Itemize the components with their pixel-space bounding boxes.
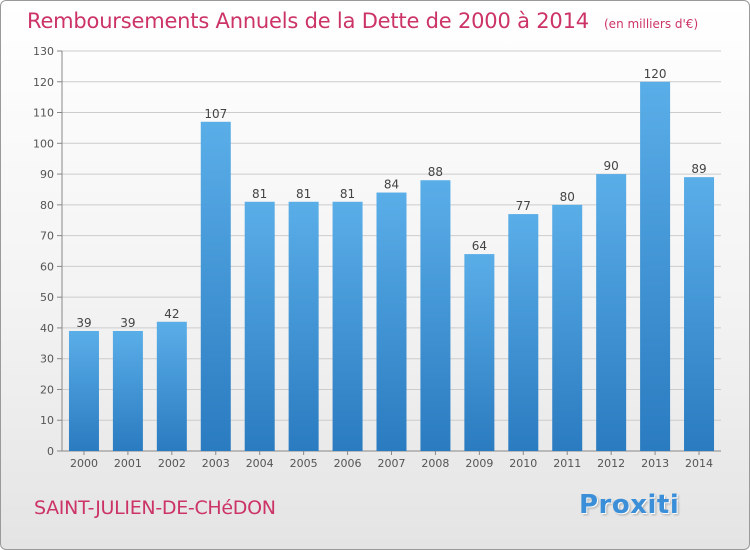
- data-label: 84: [384, 178, 399, 192]
- x-tick-label: 2000: [70, 457, 98, 470]
- y-tick-label: 10: [40, 414, 54, 427]
- y-tick-label: 40: [40, 322, 54, 335]
- bar: [200, 121, 231, 452]
- brand-logo: Proxiti: [579, 490, 680, 520]
- data-label: 39: [120, 316, 135, 330]
- y-tick-label: 50: [40, 291, 54, 304]
- x-tick-label: 2010: [509, 457, 537, 470]
- bar: [420, 180, 451, 451]
- x-tick-label: 2005: [290, 457, 318, 470]
- y-tick-label: 0: [47, 445, 54, 458]
- x-tick-label: 2009: [465, 457, 493, 470]
- y-tick-label: 60: [40, 260, 54, 273]
- data-label: 42: [164, 307, 179, 321]
- bar: [640, 81, 671, 452]
- x-tick-label: 2011: [553, 457, 581, 470]
- x-tick-label: 2007: [378, 457, 406, 470]
- data-label: 81: [296, 187, 311, 201]
- chart-subtitle: (en milliers d'€): [604, 17, 699, 31]
- y-tick-label: 110: [33, 107, 54, 120]
- data-label: 80: [560, 190, 575, 204]
- data-label: 81: [252, 187, 267, 201]
- bar: [288, 201, 319, 451]
- data-label: 120: [644, 67, 667, 81]
- bar: [68, 331, 99, 451]
- y-tick-label: 130: [33, 45, 54, 58]
- y-tick-label: 30: [40, 353, 54, 366]
- x-tick-label: 2001: [114, 457, 142, 470]
- x-tick-label: 2002: [158, 457, 186, 470]
- bar: [684, 177, 715, 451]
- y-tick-label: 80: [40, 199, 54, 212]
- x-tick-labels: 2000 2001 2002 2003 2004 2005 2006 2007 2008 2009…: [70, 457, 713, 470]
- bar: [156, 321, 187, 451]
- x-tick-label: 2004: [246, 457, 274, 470]
- y-tick-label: 90: [40, 168, 54, 181]
- bar: [332, 201, 363, 451]
- data-label: 81: [340, 187, 355, 201]
- data-label: 89: [691, 162, 706, 176]
- bar: [112, 331, 143, 451]
- y-tick-label: 70: [40, 230, 54, 243]
- data-label: 77: [516, 199, 531, 213]
- x-tick-label: 2014: [685, 457, 713, 470]
- chart-title: Remboursements Annuels de la Dette de 20…: [27, 9, 589, 33]
- bar: [596, 174, 627, 452]
- x-tick-label: 2012: [597, 457, 625, 470]
- x-tick-label: 2003: [202, 457, 230, 470]
- bar: [508, 214, 539, 451]
- y-tick-label: 100: [33, 137, 54, 150]
- data-label: 39: [76, 316, 91, 330]
- title-row: Remboursements Annuels de la Dette de 20…: [27, 9, 698, 33]
- bar: [464, 254, 495, 451]
- bars: [68, 81, 715, 452]
- x-tick-label: 2008: [421, 457, 449, 470]
- bar: [552, 204, 583, 451]
- y-tick-labels: 0 10 20 30 40 50 60 70 80 90 100 110 120 130: [33, 45, 54, 458]
- data-label: 64: [472, 239, 487, 253]
- data-label: 107: [204, 107, 227, 121]
- location-label: SAINT-JULIEN-DE-CHéDON: [34, 497, 276, 519]
- bar: [244, 201, 275, 451]
- y-tick-label: 120: [33, 76, 54, 89]
- bar: [376, 192, 407, 452]
- y-tick-label: 20: [40, 383, 54, 396]
- data-labels: 39 39 42 107 81 81 81 84 88 64 77 80 90 120 89: [76, 67, 706, 330]
- data-label: 88: [428, 165, 443, 179]
- x-tick-label: 2013: [641, 457, 669, 470]
- data-label: 90: [604, 159, 619, 173]
- x-tick-label: 2006: [334, 457, 362, 470]
